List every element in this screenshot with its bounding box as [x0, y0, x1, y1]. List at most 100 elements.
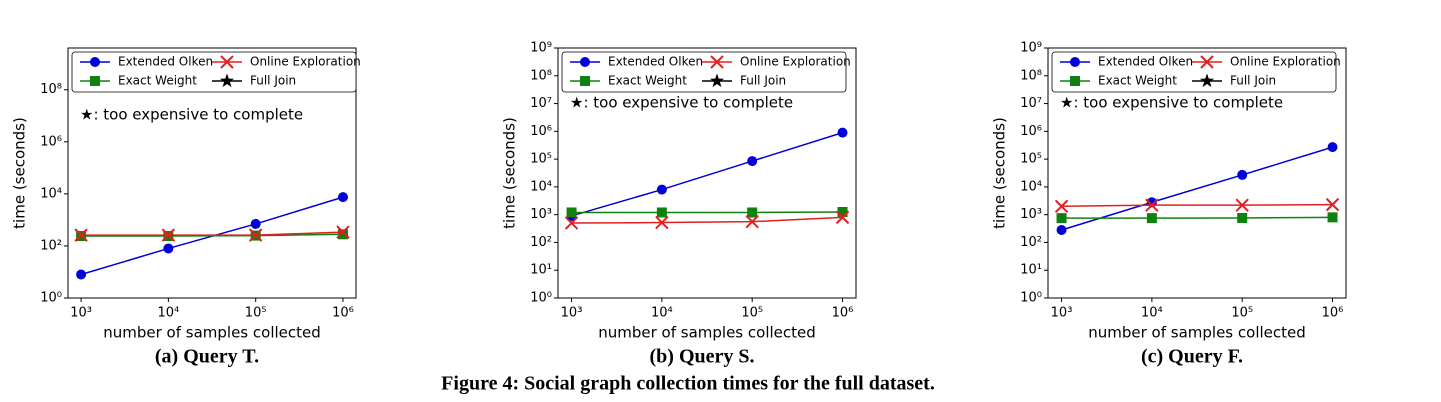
marker-circle — [337, 192, 348, 203]
y-tick-label: 10⁵ — [1020, 152, 1042, 167]
series-line — [1061, 146, 1333, 231]
marker-x — [248, 228, 263, 242]
legend-marker — [1070, 57, 1080, 67]
marker-circle — [837, 127, 848, 138]
marker-x — [1235, 198, 1249, 212]
y-tick-label: 10⁴ — [530, 179, 552, 194]
x-axis-label: number of samples collected — [598, 324, 816, 342]
annotation: ★: too expensive to complete — [80, 106, 303, 124]
plot-frame — [1047, 47, 1347, 299]
marker-square — [337, 229, 348, 240]
marker-circle — [747, 156, 758, 167]
marker-x — [1054, 199, 1069, 214]
legend-marker — [220, 55, 234, 69]
legend-label: Extended Olken — [608, 55, 703, 69]
marker-x — [564, 216, 579, 230]
legend-box — [1051, 51, 1337, 93]
marker-square — [1327, 212, 1338, 223]
x-tick-label: 10⁴ — [158, 306, 180, 321]
series-line — [1061, 203, 1333, 208]
y-tick-label: 10⁸ — [40, 82, 62, 97]
marker-circle — [163, 243, 174, 254]
y-tick-label: 10⁶ — [530, 124, 552, 139]
legend-marker — [1199, 73, 1215, 88]
x-tick-label: 10⁴ — [1141, 306, 1163, 321]
legend-label: Exact Weight — [608, 74, 687, 88]
series-line — [571, 216, 843, 224]
series-line — [81, 231, 344, 236]
annotation: ★: too expensive to complete — [570, 94, 793, 112]
y-tick-label: 10² — [1020, 235, 1042, 250]
chart: 10⁰ 10¹ 10² 10³ 10⁴ 10⁵ 10⁶ 10⁷ 10⁸ 10⁹ 10³ 10⁴ 10⁵ 1… — [501, 41, 857, 368]
y-tick-label: 10⁹ — [1020, 41, 1042, 56]
x-tick-label: 10⁵ — [245, 306, 267, 321]
x-axis-label: number of samples collected — [1088, 324, 1306, 342]
y-axis-label: time (seconds) — [991, 117, 1009, 229]
y-tick-label: 10⁸ — [530, 68, 552, 83]
legend-label: Extended Olken — [1098, 55, 1193, 69]
x-tick-label: 10⁶ — [1322, 306, 1344, 321]
y-tick-label: 10⁰ — [1020, 291, 1042, 306]
legend-label: Full Join — [740, 74, 786, 88]
marker-x — [835, 210, 850, 225]
legend-label: Extended Olken — [118, 55, 213, 69]
y-tick-label: 10⁷ — [1020, 96, 1042, 111]
marker-square — [1146, 213, 1157, 224]
legend-marker — [580, 57, 590, 67]
panel-caption: (a) Query T. — [155, 346, 259, 368]
marker-x — [1145, 198, 1159, 212]
x-tick-label: 10⁶ — [832, 306, 854, 321]
marker-circle — [1327, 142, 1338, 153]
y-axis-label: time (seconds) — [501, 117, 519, 229]
y-tick-label: 10⁹ — [530, 41, 552, 56]
annotation: ★: too expensive to complete — [1060, 94, 1283, 112]
marker-square — [1056, 213, 1067, 224]
x-tick-label: 10³ — [70, 306, 92, 321]
legend-marker — [1200, 55, 1214, 69]
y-tick-label: 10⁶ — [40, 134, 62, 149]
legend-label: Exact Weight — [118, 74, 197, 88]
legend-label: Online Exploration — [740, 55, 851, 69]
y-tick-label: 10⁴ — [40, 186, 62, 201]
x-tick-label: 10⁴ — [651, 306, 673, 321]
marker-x — [336, 225, 350, 239]
y-tick-label: 10⁶ — [1020, 124, 1042, 139]
y-tick-label: 10² — [40, 238, 62, 253]
y-tick-label: 10⁴ — [1020, 179, 1042, 194]
y-tick-label: 10² — [530, 235, 552, 250]
chart: 10⁰ 10² 10⁴ 10⁶ 10⁸ 10³ 10⁴ 10⁵ 10⁶ number of sam… — [11, 47, 361, 368]
x-tick-label: 10³ — [1051, 306, 1073, 321]
marker-square — [1237, 212, 1248, 223]
panel-caption: (b) Query S. — [650, 346, 755, 368]
series-line — [571, 131, 843, 217]
y-tick-label: 10¹ — [530, 263, 552, 278]
marker-x — [1325, 197, 1340, 212]
legend-box — [561, 51, 847, 93]
x-tick-label: 10⁶ — [332, 306, 354, 321]
marker-square — [747, 207, 758, 218]
x-tick-label: 10³ — [561, 306, 583, 321]
chart: 10⁰ 10¹ 10² 10³ 10⁴ 10⁵ 10⁶ 10⁷ 10⁸ 10⁹ 10³ 10⁴ 10⁵ 1… — [991, 41, 1347, 368]
legend-label: Online Exploration — [1230, 55, 1341, 69]
marker-x — [745, 214, 759, 229]
marker-circle — [76, 269, 87, 280]
figure-caption: Figure 4: Social graph collection times … — [441, 373, 935, 395]
series-line — [1061, 216, 1333, 219]
legend-marker — [90, 76, 100, 86]
y-axis-label: time (seconds) — [11, 117, 29, 229]
marker-x — [655, 215, 669, 230]
legend-marker — [709, 73, 725, 88]
y-tick-label: 10⁸ — [1020, 68, 1042, 83]
x-tick-label: 10⁵ — [741, 306, 763, 321]
y-tick-label: 10³ — [1020, 207, 1042, 222]
legend-box — [71, 51, 357, 93]
marker-x — [161, 228, 176, 242]
legend-marker — [710, 55, 724, 69]
marker-square — [656, 207, 667, 218]
y-tick-label: 10³ — [530, 207, 552, 222]
marker-square — [837, 206, 848, 217]
legend-label: Full Join — [1230, 74, 1276, 88]
marker-circle — [250, 218, 261, 229]
